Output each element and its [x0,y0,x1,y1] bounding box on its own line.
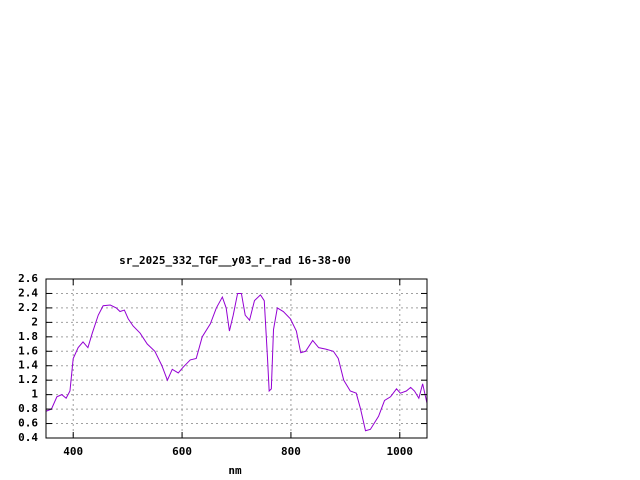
x-tick-label: 600 [172,445,192,458]
x-axis-label: nm [228,464,242,477]
y-tick-label: 1.6 [18,344,38,357]
y-tick-label: 1.2 [18,373,38,386]
y-tick-label: 1.8 [18,330,38,343]
plot-border [45,278,428,439]
y-tick-label: 2.4 [18,286,38,299]
y-tick-label: 1 [31,388,38,401]
y-tick-label: 2.2 [18,301,38,314]
y-tick-label: 1.4 [18,359,38,372]
chart-title: sr_2025_332_TGF__y03_r_rad 16-38-00 [119,254,351,267]
x-tick-label: 1000 [387,445,414,458]
data-line [45,292,428,432]
plot [45,292,428,432]
x-tick-label: 800 [281,445,301,458]
y-tick-label: 0.8 [18,402,38,415]
y-tick-label: 0.4 [18,431,38,444]
y-tick-label: 2.6 [18,272,38,285]
y-tick-label: 0.6 [18,417,38,430]
x-tick-label: 400 [63,445,83,458]
y-tick-label: 2 [31,315,38,328]
